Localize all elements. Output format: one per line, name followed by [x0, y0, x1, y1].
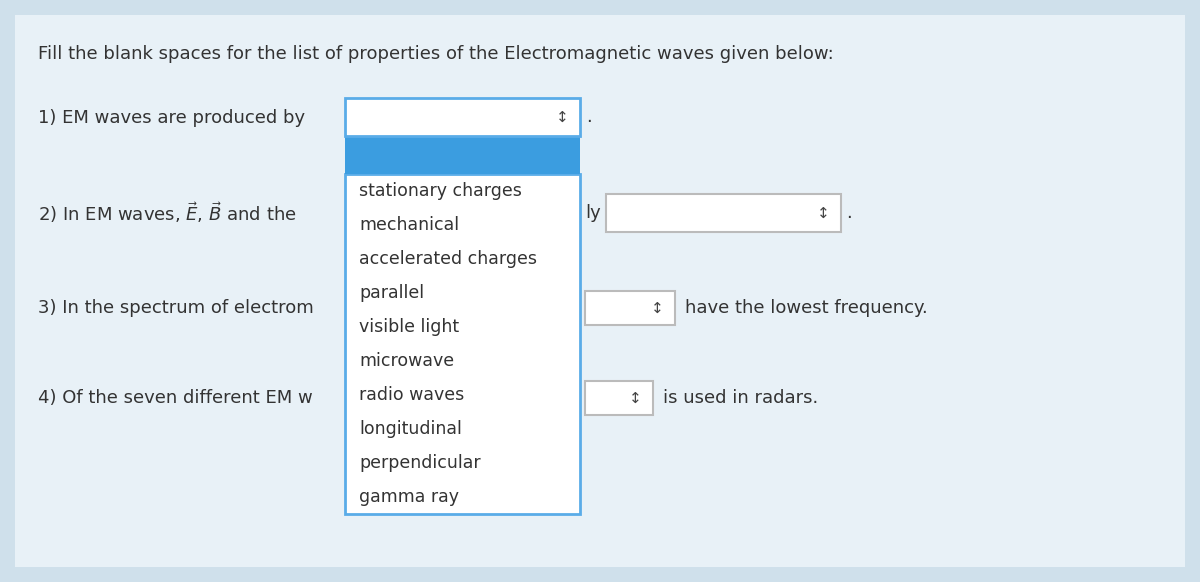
Text: 3) In the spectrum of electrom: 3) In the spectrum of electrom	[38, 299, 313, 317]
Text: ↕: ↕	[817, 205, 829, 221]
Text: radio waves: radio waves	[359, 386, 464, 404]
Text: ↕: ↕	[556, 109, 569, 125]
Bar	[606, 194, 841, 232]
Text: perpendicular: perpendicular	[359, 454, 481, 472]
Bar	[586, 291, 674, 325]
Text: accelerated charges: accelerated charges	[359, 250, 538, 268]
Bar	[346, 136, 580, 174]
Text: visible light: visible light	[359, 318, 460, 336]
Text: ↕: ↕	[650, 300, 664, 315]
Text: stationary charges: stationary charges	[359, 182, 522, 200]
Text: ↕: ↕	[629, 391, 641, 406]
Text: microwave: microwave	[359, 352, 454, 370]
Text: ly: ly	[586, 204, 601, 222]
Bar	[346, 98, 580, 136]
Text: have the lowest frequency.: have the lowest frequency.	[685, 299, 928, 317]
Bar	[586, 381, 653, 415]
Text: 2) In EM waves, $\vec{E}$, $\vec{B}$ and the: 2) In EM waves, $\vec{E}$, $\vec{B}$ and…	[38, 201, 296, 225]
Text: .: .	[846, 204, 852, 222]
Text: is used in radars.: is used in radars.	[662, 389, 818, 407]
Text: parallel: parallel	[359, 284, 424, 302]
Text: gamma ray: gamma ray	[359, 488, 458, 506]
Text: 1) EM waves are produced by: 1) EM waves are produced by	[38, 109, 305, 127]
Text: longitudinal: longitudinal	[359, 420, 462, 438]
Text: 4) Of the seven different EM w: 4) Of the seven different EM w	[38, 389, 313, 407]
Bar	[346, 174, 580, 514]
Text: Fill the blank spaces for the list of properties of the Electromagnetic waves gi: Fill the blank spaces for the list of pr…	[38, 45, 834, 63]
Text: mechanical: mechanical	[359, 216, 460, 234]
Text: .: .	[586, 108, 592, 126]
